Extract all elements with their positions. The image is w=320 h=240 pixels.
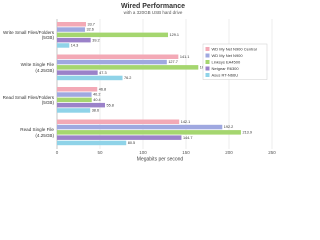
- category-label: Write Single File (4.25GB): [20, 62, 54, 73]
- value-label: 46.8: [99, 87, 106, 91]
- x-tick-label: 0: [56, 150, 59, 155]
- value-label: 129.1: [170, 33, 180, 37]
- bar: [57, 54, 179, 59]
- legend-label: Asus RT-N66U: [212, 72, 239, 77]
- value-label: 40.4: [93, 98, 100, 102]
- legend-swatch: [205, 66, 210, 71]
- bar: [57, 140, 127, 146]
- bar: [57, 97, 92, 103]
- value-label: 38.6: [92, 109, 99, 113]
- bar: [57, 65, 199, 70]
- value-label: 32.6: [87, 28, 94, 32]
- value-label: 47.3: [99, 71, 106, 75]
- value-label: 55.8: [106, 103, 113, 107]
- chart-title: Wired Performance: [121, 3, 185, 10]
- legend-label: WD My Net N900: [212, 53, 244, 58]
- bar: [57, 87, 98, 92]
- chart: Wired Performance with a 320GB USB hard …: [56, 3, 277, 162]
- value-label: 141.1: [180, 55, 190, 59]
- category-label: Read Small Files/Folders (5GB): [2, 94, 54, 106]
- value-label: 213.9: [242, 130, 252, 134]
- x-tick-label: 50: [97, 150, 103, 155]
- value-label: 39.2: [92, 38, 99, 42]
- bar: [57, 102, 105, 108]
- bar: [57, 32, 169, 38]
- x-tick-label: 150: [182, 150, 190, 155]
- bar: [57, 75, 123, 81]
- value-label: 127.7: [168, 60, 178, 64]
- bar: [57, 108, 91, 113]
- bar: [57, 59, 167, 65]
- value-label: 192.2: [224, 125, 234, 129]
- legend-label: Netgear R6300: [212, 66, 240, 71]
- bar: [57, 27, 86, 32]
- category-label: Write Small Files/Folders (5GB): [3, 29, 54, 41]
- bar: [57, 124, 223, 130]
- value-label: 142.1: [181, 120, 191, 124]
- bar: [57, 22, 86, 27]
- value-label: 40.2: [93, 93, 100, 97]
- legend-swatch: [205, 53, 210, 58]
- x-tick-label: 100: [139, 150, 147, 155]
- legend-label: Linksys EA4500: [212, 59, 241, 64]
- chart-subtitle: with a 320GB USB hard drive: [124, 10, 183, 15]
- value-label: 33.7: [87, 22, 94, 26]
- x-tick-label: 250: [268, 150, 276, 155]
- bar: [57, 135, 182, 140]
- x-tick-label: 200: [225, 150, 233, 155]
- x-axis-label: Megabits per second: [137, 156, 184, 162]
- bar: [57, 37, 91, 43]
- legend-swatch: [205, 47, 210, 51]
- value-label: 76.2: [124, 76, 131, 80]
- category-label: Read Single File (4.25GB): [20, 127, 54, 138]
- page: Wired Performance with a 320GB USB hard …: [2, 3, 277, 162]
- bar: [57, 43, 70, 48]
- bar: [57, 70, 98, 75]
- value-label: 80.5: [128, 141, 135, 145]
- legend-label: WD My Net N900 Central: [212, 46, 257, 51]
- value-label: 144.7: [183, 136, 193, 140]
- legend-box: [202, 43, 268, 80]
- bar: [57, 92, 92, 97]
- value-label: 14.3: [71, 44, 78, 48]
- bar: [57, 119, 180, 124]
- bar: [57, 130, 241, 135]
- legend-swatch: [205, 60, 210, 64]
- legend-swatch: [205, 73, 210, 77]
